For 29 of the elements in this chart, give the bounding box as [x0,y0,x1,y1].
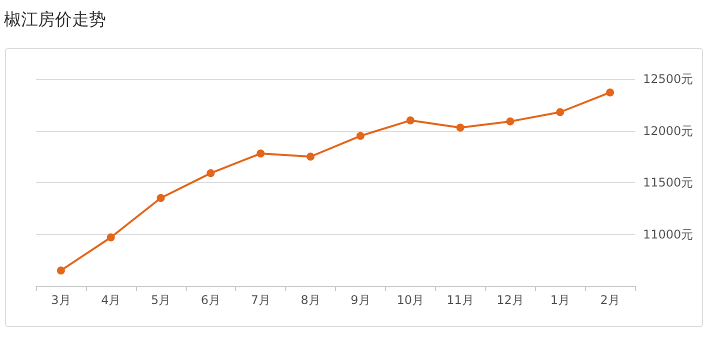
point [106,233,115,242]
x-tick-label: 7月 [250,293,270,307]
point [256,150,265,158]
x-tick-label: 11月 [446,293,474,307]
point [456,124,464,132]
x-tick-label: 8月 [300,293,320,307]
x-tick-label: 2月 [600,293,620,307]
point [356,132,364,140]
x-tick-label: 10月 [396,293,424,307]
y-tick-label: 11000元 [643,227,694,242]
point [156,194,165,202]
point [606,88,614,96]
chart-title: 椒江房价走势 [4,9,106,31]
x-tick-label: 3月 [51,293,71,307]
x-tick-label: 12月 [496,293,524,307]
point [506,117,514,126]
x-tick-label: 9月 [350,293,370,307]
y-tick-label: 12000元 [643,124,694,138]
x-tick-label: 5月 [150,293,171,307]
point [556,108,564,116]
y-tick-label: 11500元 [643,176,694,190]
x-tick-label: 1月 [550,293,570,307]
point [56,266,65,274]
point [306,152,315,161]
x-tick-label: 6月 [200,293,221,307]
point [406,116,414,124]
x-tick-label: 4月 [101,293,121,307]
point [206,169,215,178]
y-tick-label: 12500元 [643,72,694,86]
